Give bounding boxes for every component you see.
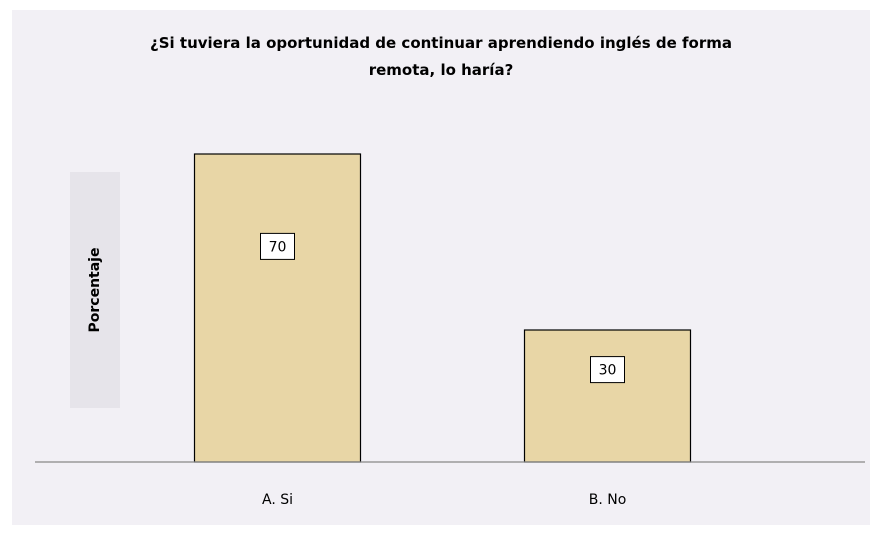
bar: [193, 153, 362, 463]
data-label: 70: [269, 239, 287, 255]
x-tick-label: B. No: [589, 492, 627, 508]
y-label-box: [70, 172, 120, 408]
data-label-box: [260, 232, 295, 260]
bar: [523, 329, 692, 463]
y-axis-label: Porcentaje: [87, 248, 103, 333]
chart-background: [12, 10, 870, 525]
chart-title: ¿Si tuviera la oportunidad de continuar …: [150, 34, 732, 79]
data-label: 30: [599, 363, 617, 379]
x-tick-label: A. Si: [262, 492, 293, 508]
data-label-box: [590, 356, 625, 384]
